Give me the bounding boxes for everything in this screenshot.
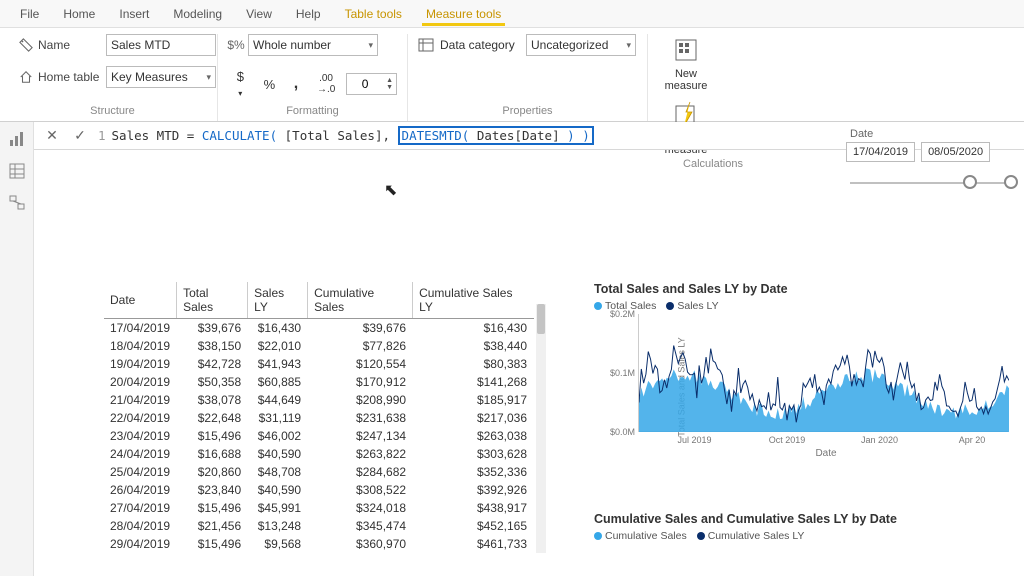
view-rail: [0, 122, 34, 576]
column-header[interactable]: Date: [104, 282, 177, 319]
menu-insert[interactable]: Insert: [107, 3, 161, 25]
slider-handle-start[interactable]: [963, 175, 977, 189]
percent-button[interactable]: %: [259, 74, 280, 95]
table-row[interactable]: 27/04/2019$15,496$45,991$324,018$438,917: [104, 499, 534, 517]
table-row[interactable]: 29/04/2019$15,496$9,568$360,970$461,733: [104, 535, 534, 553]
home-table-select[interactable]: Key Measures▾: [106, 66, 216, 88]
slicer-title: Date: [846, 126, 1018, 142]
table-row[interactable]: 28/04/2019$21,456$13,248$345,474$452,165: [104, 517, 534, 535]
table-scrollbar[interactable]: [536, 304, 546, 553]
chart-legend: Total SalesSales LY: [594, 300, 1014, 312]
menu-modeling[interactable]: Modeling: [161, 3, 234, 25]
cancel-formula-button[interactable]: ✕: [42, 127, 62, 144]
table-row[interactable]: 23/04/2019$15,496$46,002$247,134$263,038: [104, 427, 534, 445]
menu-measure-tools[interactable]: Measure tools: [414, 3, 513, 25]
legend-item: Cumulative Sales: [594, 530, 687, 542]
column-header[interactable]: Total Sales: [177, 282, 248, 319]
slider-handle-end[interactable]: [1004, 175, 1018, 189]
y-tick: $0.2M: [601, 309, 635, 319]
menu-help[interactable]: Help: [284, 3, 333, 25]
slicer-slider[interactable]: [846, 170, 1018, 198]
table-row[interactable]: 19/04/2019$42,728$41,943$120,554$80,383: [104, 355, 534, 373]
ribbon: Name Sales MTD Home table Key Measures▾ …: [0, 28, 1024, 122]
new-measure-button[interactable]: New measure: [658, 34, 714, 92]
group-label-structure: Structure: [18, 103, 207, 121]
table-row[interactable]: 21/04/2019$38,078$44,649$208,990$185,917: [104, 391, 534, 409]
currency-button[interactable]: $ ▾: [228, 66, 253, 102]
x-tick: Oct 2019: [769, 435, 806, 445]
y-tick: $0.1M: [601, 368, 635, 378]
menu-file[interactable]: File: [8, 3, 51, 25]
table-row[interactable]: 18/04/2019$38,150$22,010$77,826$38,440: [104, 337, 534, 355]
y-tick: $0.0M: [601, 427, 635, 437]
decimals-button[interactable]: .00→.0: [312, 70, 340, 98]
tag-icon: [18, 37, 34, 53]
menu-home[interactable]: Home: [51, 3, 107, 25]
menu-bar: FileHomeInsertModelingViewHelpTable tool…: [0, 0, 1024, 28]
format-select[interactable]: Whole number▾: [248, 34, 378, 56]
x-axis-label: Date: [638, 448, 1014, 459]
table-visual[interactable]: DateTotal SalesSales LYCumulative SalesC…: [104, 282, 534, 553]
decimal-places-spinner[interactable]: ▲▼: [346, 73, 397, 95]
date-slicer[interactable]: Date 17/04/2019 08/05/2020: [846, 126, 1018, 198]
legend-item: Sales LY: [666, 300, 718, 312]
chart-title: Cumulative Sales and Cumulative Sales LY…: [594, 512, 1014, 526]
column-header[interactable]: Sales LY: [248, 282, 308, 319]
table-row[interactable]: 22/04/2019$22,648$31,119$231,638$217,036: [104, 409, 534, 427]
data-view-icon[interactable]: [6, 160, 28, 182]
menu-table-tools[interactable]: Table tools: [333, 3, 414, 25]
column-header[interactable]: Cumulative Sales: [308, 282, 413, 319]
menu-view[interactable]: View: [234, 3, 284, 25]
group-label-formatting: Formatting: [228, 103, 397, 121]
chart-title: Total Sales and Sales LY by Date: [594, 282, 1014, 296]
x-tick: Jul 2019: [677, 435, 711, 445]
data-category-label: Data category: [440, 38, 520, 52]
table-row[interactable]: 20/04/2019$50,358$60,885$170,912$141,268: [104, 373, 534, 391]
report-view-icon[interactable]: [6, 128, 28, 150]
table-row[interactable]: 25/04/2019$20,860$48,708$284,682$352,336: [104, 463, 534, 481]
model-view-icon[interactable]: [6, 192, 28, 214]
cumulative-chart-visual[interactable]: Cumulative Sales and Cumulative Sales LY…: [594, 512, 1014, 544]
table-row[interactable]: 17/04/2019$39,676$16,430$39,676$16,430: [104, 319, 534, 338]
x-tick: Jan 2020: [861, 435, 898, 445]
area-chart-visual[interactable]: Total Sales and Sales LY by Date Total S…: [594, 282, 1014, 459]
group-label-properties: Properties: [418, 103, 637, 121]
report-canvas: ✕ ✓ 1 Sales MTD = CALCULATE( [Total Sale…: [34, 122, 1024, 576]
column-header[interactable]: Cumulative Sales LY: [413, 282, 534, 319]
hometable-label: Home table: [38, 70, 102, 84]
format-icon: $%: [228, 37, 244, 53]
thousands-button[interactable]: ,: [286, 72, 306, 96]
home-icon: [18, 69, 34, 85]
commit-formula-button[interactable]: ✓: [70, 127, 90, 144]
slicer-from-input[interactable]: 17/04/2019: [846, 142, 915, 162]
measure-name-input[interactable]: Sales MTD: [106, 34, 216, 56]
data-category-select[interactable]: Uncategorized▾: [526, 34, 636, 56]
x-tick: Apr 20: [959, 435, 986, 445]
table-row[interactable]: 24/04/2019$16,688$40,590$263,822$303,628: [104, 445, 534, 463]
legend-item: Cumulative Sales LY: [697, 530, 805, 542]
cursor-icon: ⬉: [384, 180, 397, 200]
table-row[interactable]: 26/04/2019$23,840$40,590$308,522$392,926: [104, 481, 534, 499]
chart-plot-area: $0.2M$0.1M$0.0MJul 2019Oct 2019Jan 2020A…: [638, 314, 1008, 432]
chart-legend: Cumulative Sales Cumulative Sales LY: [594, 530, 1014, 542]
name-label: Name: [38, 38, 102, 52]
category-icon: [418, 37, 434, 53]
slicer-to-input[interactable]: 08/05/2020: [921, 142, 990, 162]
